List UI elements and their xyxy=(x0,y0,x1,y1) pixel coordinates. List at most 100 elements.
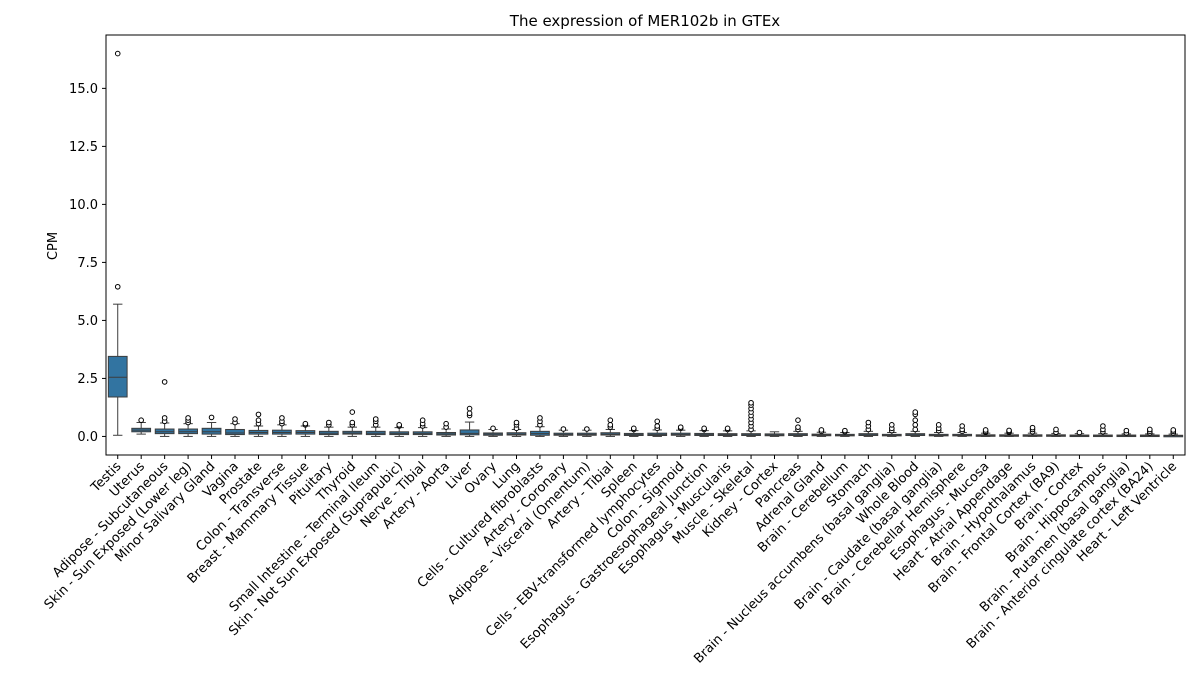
outlier-point xyxy=(912,426,919,433)
y-tick-label: 5.0 xyxy=(77,314,98,329)
outlier-point xyxy=(1029,424,1036,431)
box-24 xyxy=(670,424,691,437)
box-34 xyxy=(905,409,926,437)
box-41 xyxy=(1069,429,1090,438)
outlier-point xyxy=(560,426,567,432)
outlier-point xyxy=(959,423,965,429)
box-11 xyxy=(365,416,386,437)
box-14 xyxy=(436,420,457,437)
outlier-point xyxy=(912,409,919,415)
outlier-point xyxy=(935,422,942,428)
box-16 xyxy=(483,425,503,437)
box-44 xyxy=(1139,426,1160,438)
box-45 xyxy=(1163,427,1184,438)
outlier-point xyxy=(161,415,168,421)
outlier-point xyxy=(466,405,473,412)
box-7 xyxy=(272,415,292,437)
y-tick-label: 15.0 xyxy=(69,82,98,97)
outlier-point xyxy=(912,417,919,423)
box-39 xyxy=(1022,424,1043,437)
outlier-point xyxy=(1053,426,1059,433)
box-31 xyxy=(834,427,855,437)
outlier-point xyxy=(654,423,661,429)
box-42 xyxy=(1093,423,1113,438)
box-5 xyxy=(225,416,245,437)
box-33 xyxy=(881,422,902,437)
box-20 xyxy=(576,426,597,437)
y-axis: 0.0 2.5 5.0 7.5 10.0 12.5 15.0 xyxy=(69,82,106,445)
outlier-point xyxy=(701,425,707,432)
outlier-point xyxy=(443,420,449,427)
outlier-point xyxy=(1006,427,1012,434)
box-1 xyxy=(131,417,152,435)
outlier-point xyxy=(584,426,590,432)
outlier-point xyxy=(302,420,309,427)
outlier-point xyxy=(1076,429,1083,436)
outlier-point xyxy=(818,427,825,433)
outlier-point xyxy=(677,424,684,430)
y-tick-label: 0.0 xyxy=(77,430,98,445)
outlier-point xyxy=(795,424,801,430)
y-tick-label: 10.0 xyxy=(69,198,98,213)
box-15 xyxy=(459,405,480,437)
outlier-point xyxy=(842,427,848,434)
outlier-point xyxy=(419,417,426,423)
y-tick-label: 7.5 xyxy=(77,256,98,271)
box-iqr xyxy=(201,427,222,435)
box-18 xyxy=(530,415,550,437)
outlier-point xyxy=(326,419,332,426)
outlier-point xyxy=(232,416,238,422)
box-23 xyxy=(647,418,668,437)
box-8 xyxy=(295,420,316,437)
box-27 xyxy=(741,399,761,437)
outlier-point xyxy=(161,379,168,385)
outlier-point xyxy=(537,415,543,421)
box-iqr xyxy=(225,428,245,436)
box-35 xyxy=(928,422,949,437)
box-43 xyxy=(1116,427,1137,438)
box-38 xyxy=(999,427,1019,437)
box-40 xyxy=(1046,426,1066,437)
outlier-point xyxy=(654,418,661,425)
box-26 xyxy=(717,425,738,437)
outlier-point xyxy=(185,415,191,421)
outlier-point xyxy=(607,417,614,423)
outlier-point xyxy=(255,417,262,423)
outlier-point xyxy=(1170,427,1177,433)
box-2 xyxy=(154,379,175,437)
outlier-point xyxy=(982,427,989,433)
box-12 xyxy=(389,422,410,437)
box-6 xyxy=(248,411,269,437)
box-37 xyxy=(975,427,996,437)
outlier-point xyxy=(912,422,919,428)
outlier-point xyxy=(349,409,356,415)
outlier-point xyxy=(372,416,379,422)
y-axis-label: CPM xyxy=(46,232,61,260)
outlier-point xyxy=(607,422,614,428)
outlier-point xyxy=(114,283,121,290)
outlier-point xyxy=(748,399,754,406)
box-10 xyxy=(342,409,363,437)
outlier-point xyxy=(396,422,403,428)
outlier-point xyxy=(208,414,215,421)
box-21 xyxy=(600,417,621,437)
box-0 xyxy=(107,50,128,436)
outlier-point xyxy=(724,425,731,432)
outlier-point xyxy=(865,419,872,426)
box-36 xyxy=(952,423,973,437)
outlier-point xyxy=(349,419,356,426)
box-32 xyxy=(858,419,879,437)
plot-frame xyxy=(105,34,1186,456)
y-tick-label: 2.5 xyxy=(77,372,98,387)
outlier-point xyxy=(466,410,473,417)
box-13 xyxy=(412,417,433,437)
outlier-point xyxy=(1147,426,1153,433)
box-30 xyxy=(811,427,832,437)
chart-title: The expression of MER102b in GTEx xyxy=(509,12,781,30)
outlier-point xyxy=(795,417,801,423)
outlier-point xyxy=(630,425,637,432)
box-4 xyxy=(201,414,222,437)
box-25 xyxy=(694,425,715,437)
box-3 xyxy=(178,415,198,437)
